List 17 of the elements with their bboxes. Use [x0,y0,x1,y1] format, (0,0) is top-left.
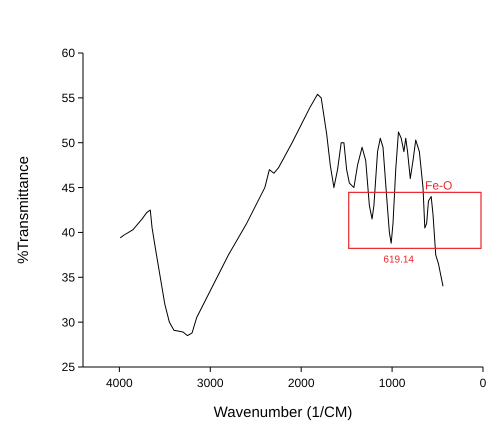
y-tick-label: 40 [62,226,76,240]
y-tick-label: 45 [62,180,76,195]
y-tick-label: 50 [62,136,76,150]
x-tick-label: 1000 [378,376,406,390]
annotation: Fe-O [425,178,452,192]
y-tick-label: 25 [62,360,76,374]
x-tick-label: 4000 [106,376,134,390]
y-tick-label: 55 [62,91,76,106]
annotation: 619.14 [383,254,414,266]
x-tick-label: 2000 [288,376,315,390]
y-tick-label: 60 [62,46,76,60]
y-tick-label: 35 [62,270,76,284]
x-axis-title: Wavenumber (1/CM) [214,404,352,421]
y-tick-label: 30 [62,315,76,330]
x-tick-label: 0 [480,376,487,390]
y-axis-title: %Transmittance [15,156,32,264]
x-tick-label: 3000 [196,376,224,390]
